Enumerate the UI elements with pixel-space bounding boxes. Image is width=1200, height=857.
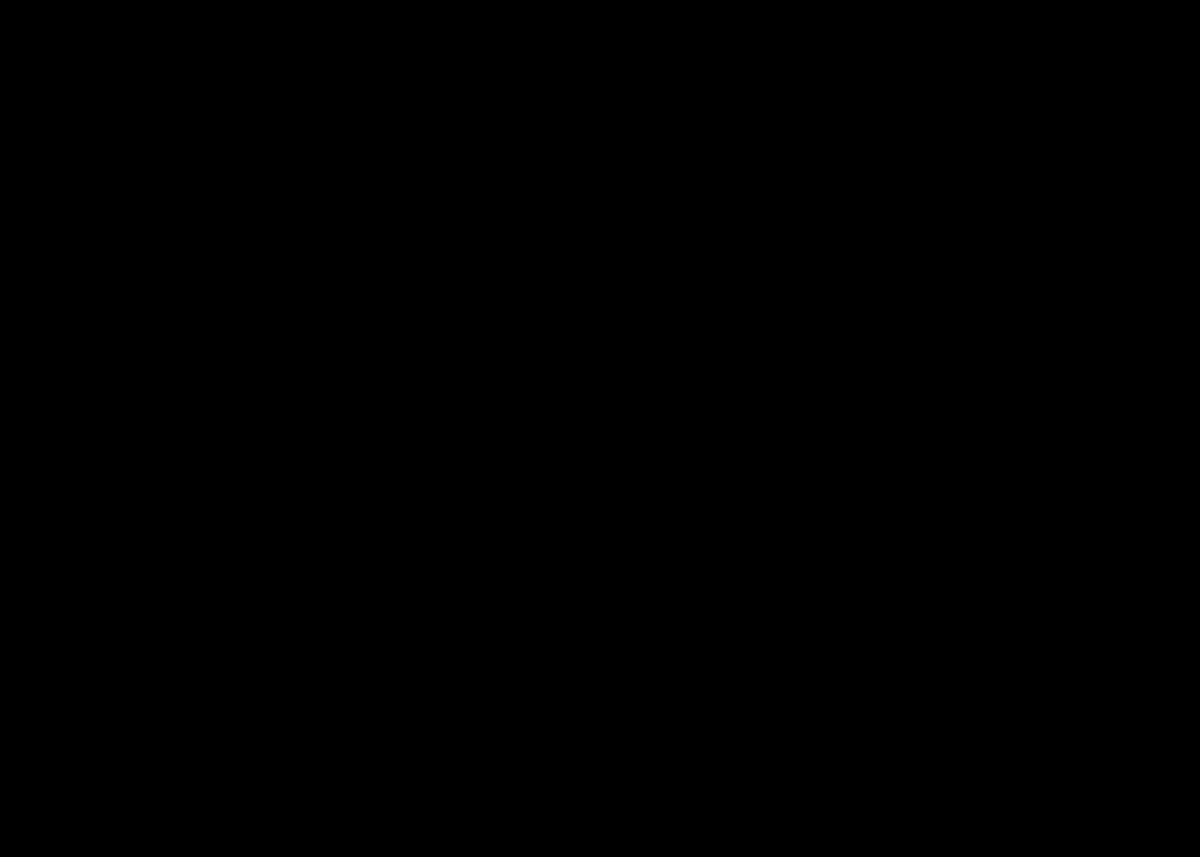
- comic: [0, 0, 1200, 857]
